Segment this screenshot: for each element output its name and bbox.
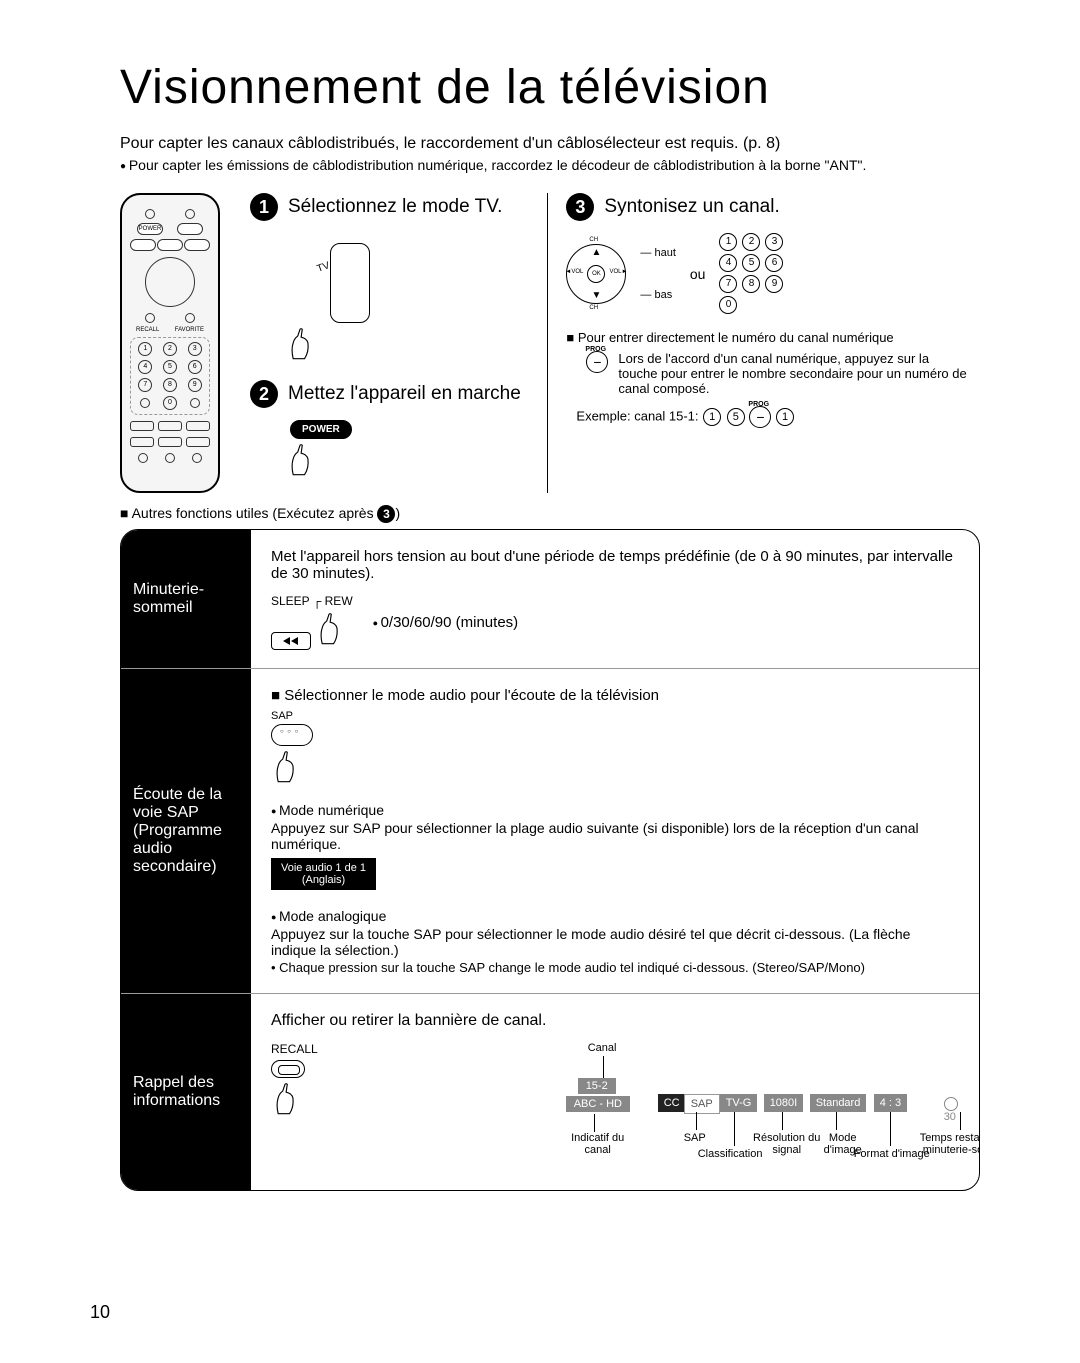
finger-icon [271, 1082, 299, 1116]
banner-indicatif-label: Indicatif du canal [558, 1132, 638, 1156]
mode-analogique-heading: Mode analogique [271, 908, 959, 924]
other-functions-heading: Autres fonctions utiles (Exécutez après … [120, 505, 980, 523]
step-2-title: Mettez l'appareil en marche [288, 383, 521, 405]
banner-aspect-chip: 4 : 3 [874, 1094, 907, 1112]
sleep-options: 0/30/60/90 (minutes) [373, 614, 519, 631]
step-1-title: Sélectionnez le mode TV. [288, 196, 502, 218]
mode-numerique-heading: Mode numérique [271, 802, 959, 818]
banner-resolution-label: Résolution du signal [752, 1132, 822, 1156]
step-1-number: 1 [250, 193, 278, 221]
recall-button-label: RECALL [271, 1042, 318, 1056]
banner-cc-chip: CC [658, 1094, 686, 1112]
recall-button-icon [271, 1060, 305, 1078]
finger-icon [286, 327, 314, 361]
direct-entry-heading: Pour entrer directement le numéro du can… [566, 330, 970, 345]
banner-timer-label: Temps restant de la minuterie-sommeil [908, 1132, 980, 1156]
sleep-button-label: SLEEP ┌ REW [271, 594, 353, 608]
power-button-label: POWER [290, 420, 352, 439]
page-number: 10 [90, 1302, 110, 1323]
audio-track-box: Voie audio 1 de 1 (Anglais) [271, 858, 376, 890]
page-title: Visionnement de la télévision [120, 60, 980, 115]
banner-sap-chip: SAP [684, 1094, 720, 1114]
step-3-number: 3 [566, 193, 594, 221]
steps-area: POWER RECALLFAVORITE 123 456 789 0 1 Sél… [120, 193, 980, 493]
channel-banner-diagram: Canal 15-2 ABC - HD CC SAP TV-G 1080I St… [408, 1042, 959, 1172]
intro-text: Pour capter les canaux câblodistribués, … [120, 135, 980, 153]
mode-numerique-text: Appuyez sur SAP pour sélectionner la pla… [271, 820, 959, 852]
dpad-icon: OK ▲ ▼ CH CH ◄VOL VOL► [566, 244, 626, 304]
prog-button-icon: − [586, 351, 608, 373]
sleep-rew-button-icon [271, 632, 311, 650]
intro-sub-text: Pour capter les émissions de câblodistri… [120, 157, 980, 173]
sap-select-mode: Sélectionner le mode audio pour l'écoute… [271, 687, 959, 704]
sap-button-icon [271, 724, 313, 746]
prog-text: Lors de l'accord d'un canal numérique, a… [618, 351, 970, 396]
feature-recall-row: Rappel des informations Afficher ou reti… [121, 994, 979, 1190]
features-table: Minuterie-sommeil Met l'appareil hors te… [120, 529, 980, 1191]
feature-sleep-label: Minuterie-sommeil [121, 530, 251, 668]
banner-resolution-chip: 1080I [764, 1094, 804, 1112]
feature-sleep-row: Minuterie-sommeil Met l'appareil hors te… [121, 530, 979, 669]
mode-analogique-note: • Chaque pression sur la touche SAP chan… [271, 960, 959, 975]
finger-icon [315, 612, 343, 646]
sleep-desc: Met l'appareil hors tension au bout d'un… [271, 548, 959, 582]
banner-channel-name: ABC - HD [566, 1096, 630, 1112]
banner-canal-label: Canal [588, 1042, 617, 1054]
banner-channel-num: 15-2 [578, 1078, 616, 1094]
tv-mode-remote-icon [330, 243, 370, 323]
banner-mode-chip: Standard [810, 1094, 867, 1112]
feature-sap-row: Écoute de la voie SAP (Programme audio s… [121, 669, 979, 994]
keypad-icon: 123 456 789 0 [719, 233, 785, 314]
finger-icon [271, 750, 299, 784]
feature-recall-label: Rappel des informations [121, 994, 251, 1190]
haut-label: haut [654, 247, 675, 259]
sap-button-label: SAP [271, 710, 959, 722]
step-2-number: 2 [250, 380, 278, 408]
recall-desc: Afficher ou retirer la bannière de canal… [271, 1012, 959, 1030]
bas-label: bas [654, 289, 672, 301]
finger-icon [286, 443, 314, 477]
remote-illustration: POWER RECALLFAVORITE 123 456 789 0 [120, 193, 220, 493]
ou-label: ou [690, 266, 706, 282]
step-3-title: Syntonisez un canal. [604, 196, 779, 218]
mode-analogique-text: Appuyez sur la touche SAP pour sélection… [271, 926, 959, 958]
feature-sap-label: Écoute de la voie SAP (Programme audio s… [121, 669, 251, 993]
banner-sap-label: SAP [684, 1132, 706, 1144]
example-row: Exemple: canal 15-1: 1 5 − 1 [576, 406, 970, 428]
banner-rating-chip: TV-G [720, 1094, 758, 1112]
